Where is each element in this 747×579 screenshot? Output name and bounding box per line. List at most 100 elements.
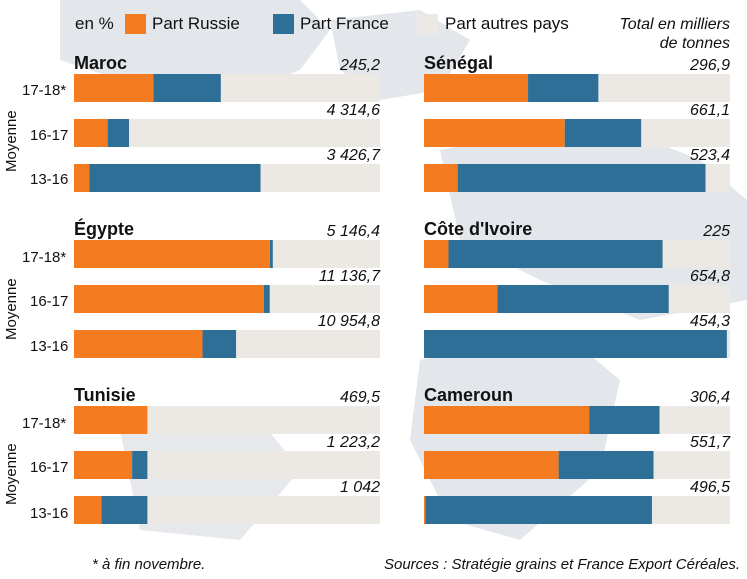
bar-segment-russie (424, 496, 426, 524)
bar-segment-france (101, 496, 148, 524)
bar-segment-russie (74, 164, 90, 192)
bar-segment-france (269, 240, 273, 268)
bar-segment-autres (220, 74, 380, 102)
bar-segment-russie (74, 496, 102, 524)
panel-0: Maroc 245,2 4 314,6 3 426,7 (74, 53, 381, 192)
legend-swatch-russie (125, 14, 146, 34)
bar-segment-france (263, 285, 270, 313)
panel-1: Sénégal 296,9 661,1 523,4 (424, 53, 730, 192)
bar-segment-france (528, 74, 599, 102)
bar-segment-russie (74, 240, 270, 268)
row-labels-group-3: 17-18* 16-17 13-16 Moyenne (3, 415, 68, 522)
bar-segment-france (448, 240, 663, 268)
bar-segment-france (457, 164, 706, 192)
bar-segment-france (107, 119, 130, 147)
total-value: 11 136,7 (319, 268, 381, 285)
legend-unit: en % (75, 14, 114, 33)
panel-title: Cameroun (424, 385, 513, 405)
total-value: 469,5 (340, 389, 380, 406)
bar-segment-russie (424, 285, 498, 313)
bar-segment-autres (641, 119, 730, 147)
panel-2: Égypte 5 146,4 11 136,7 10 954,8 (74, 218, 381, 358)
bar-segment-france (497, 285, 669, 313)
total-value: 245,2 (339, 57, 380, 74)
bar-segment-russie (424, 451, 559, 479)
legend-swatch-autres (417, 14, 438, 34)
panels: Maroc 245,2 4 314,6 3 426,7 Sénégal 296,9 661,… (74, 53, 731, 524)
bar-segment-autres (659, 406, 730, 434)
total-value: 551,7 (690, 434, 731, 451)
bar-segment-russie (74, 119, 108, 147)
bar-segment-autres (726, 330, 730, 358)
row-label: 17-18* (22, 249, 66, 266)
bar-segment-france (558, 451, 654, 479)
legend: en % Part Russie Part France Part autres… (75, 14, 730, 52)
legend-swatch-france (273, 14, 294, 34)
bar-segment-autres (651, 496, 730, 524)
legend-label-autres: Part autres pays (445, 14, 569, 33)
row-label: 16-17 (30, 127, 68, 144)
total-value: 496,5 (690, 479, 730, 496)
bar-segment-autres (129, 119, 380, 147)
panel-title: Sénégal (424, 53, 493, 73)
total-value: 225 (702, 223, 730, 240)
total-value: 10 954,8 (318, 313, 380, 330)
row-label: 13-16 (30, 505, 68, 522)
bar-segment-russie (424, 406, 590, 434)
row-label: 13-16 (30, 171, 68, 188)
panel-4: Tunisie 469,5 1 223,2 1 042 (74, 385, 380, 524)
bar-segment-france (202, 330, 237, 358)
bar-segment-france (425, 496, 652, 524)
row-labels-group-2: 17-18* 16-17 13-16 Moyenne (3, 249, 68, 355)
row-label: 13-16 (30, 338, 68, 355)
total-value: 3 426,7 (327, 147, 381, 164)
row-label: 16-17 (30, 459, 68, 476)
bar-segment-france (89, 164, 261, 192)
bar-segment-france (589, 406, 660, 434)
bar-segment-autres (662, 240, 730, 268)
bar-segment-autres (272, 240, 380, 268)
total-value: 654,8 (690, 268, 730, 285)
panel-5: Cameroun 306,4 551,7 496,5 (424, 385, 731, 524)
moyenne-label: Moyenne (3, 443, 20, 505)
panel-title: Côte d'Ivoire (424, 219, 532, 239)
bar-segment-autres (260, 164, 380, 192)
bar-segment-autres (147, 451, 380, 479)
bar-segment-france (132, 451, 148, 479)
footnote: * à fin novembre. (92, 556, 205, 573)
panel-title: Maroc (74, 53, 127, 73)
total-value: 454,3 (690, 313, 730, 330)
row-labels-group-1: 17-18* 16-17 13-16 Moyenne (3, 82, 68, 188)
total-value: 523,4 (690, 147, 730, 164)
bar-segment-autres (653, 451, 730, 479)
legend-total-line1: Total en milliers (619, 16, 730, 33)
row-label: 17-18* (22, 415, 66, 432)
bar-segment-russie (74, 451, 133, 479)
moyenne-label: Moyenne (3, 110, 20, 172)
bar-segment-autres (147, 496, 380, 524)
bar-segment-autres (598, 74, 730, 102)
bar-segment-russie (424, 74, 529, 102)
bar-segment-russie (74, 406, 148, 434)
moyenne-label: Moyenne (3, 278, 20, 340)
row-label: 17-18* (22, 82, 66, 99)
total-value: 4 314,6 (327, 102, 380, 119)
total-value: 661,1 (690, 102, 730, 119)
bar-segment-autres (236, 330, 380, 358)
bar-segment-autres (147, 406, 380, 434)
bar-segment-autres (269, 285, 380, 313)
bar-segment-russie (74, 74, 154, 102)
total-value: 296,9 (689, 57, 730, 74)
legend-label-france: Part France (300, 14, 389, 33)
bar-segment-russie (424, 240, 449, 268)
panel-title: Tunisie (74, 385, 136, 405)
legend-label-russie: Part Russie (152, 14, 240, 33)
panel-3: Côte d'Ivoire 225 654,8 454,3 (424, 219, 730, 358)
legend-total-line2: de tonnes (660, 35, 730, 52)
row-label: 16-17 (30, 293, 68, 310)
total-value: 1 042 (340, 479, 380, 496)
total-value: 306,4 (690, 389, 730, 406)
bar-segment-russie (74, 330, 203, 358)
